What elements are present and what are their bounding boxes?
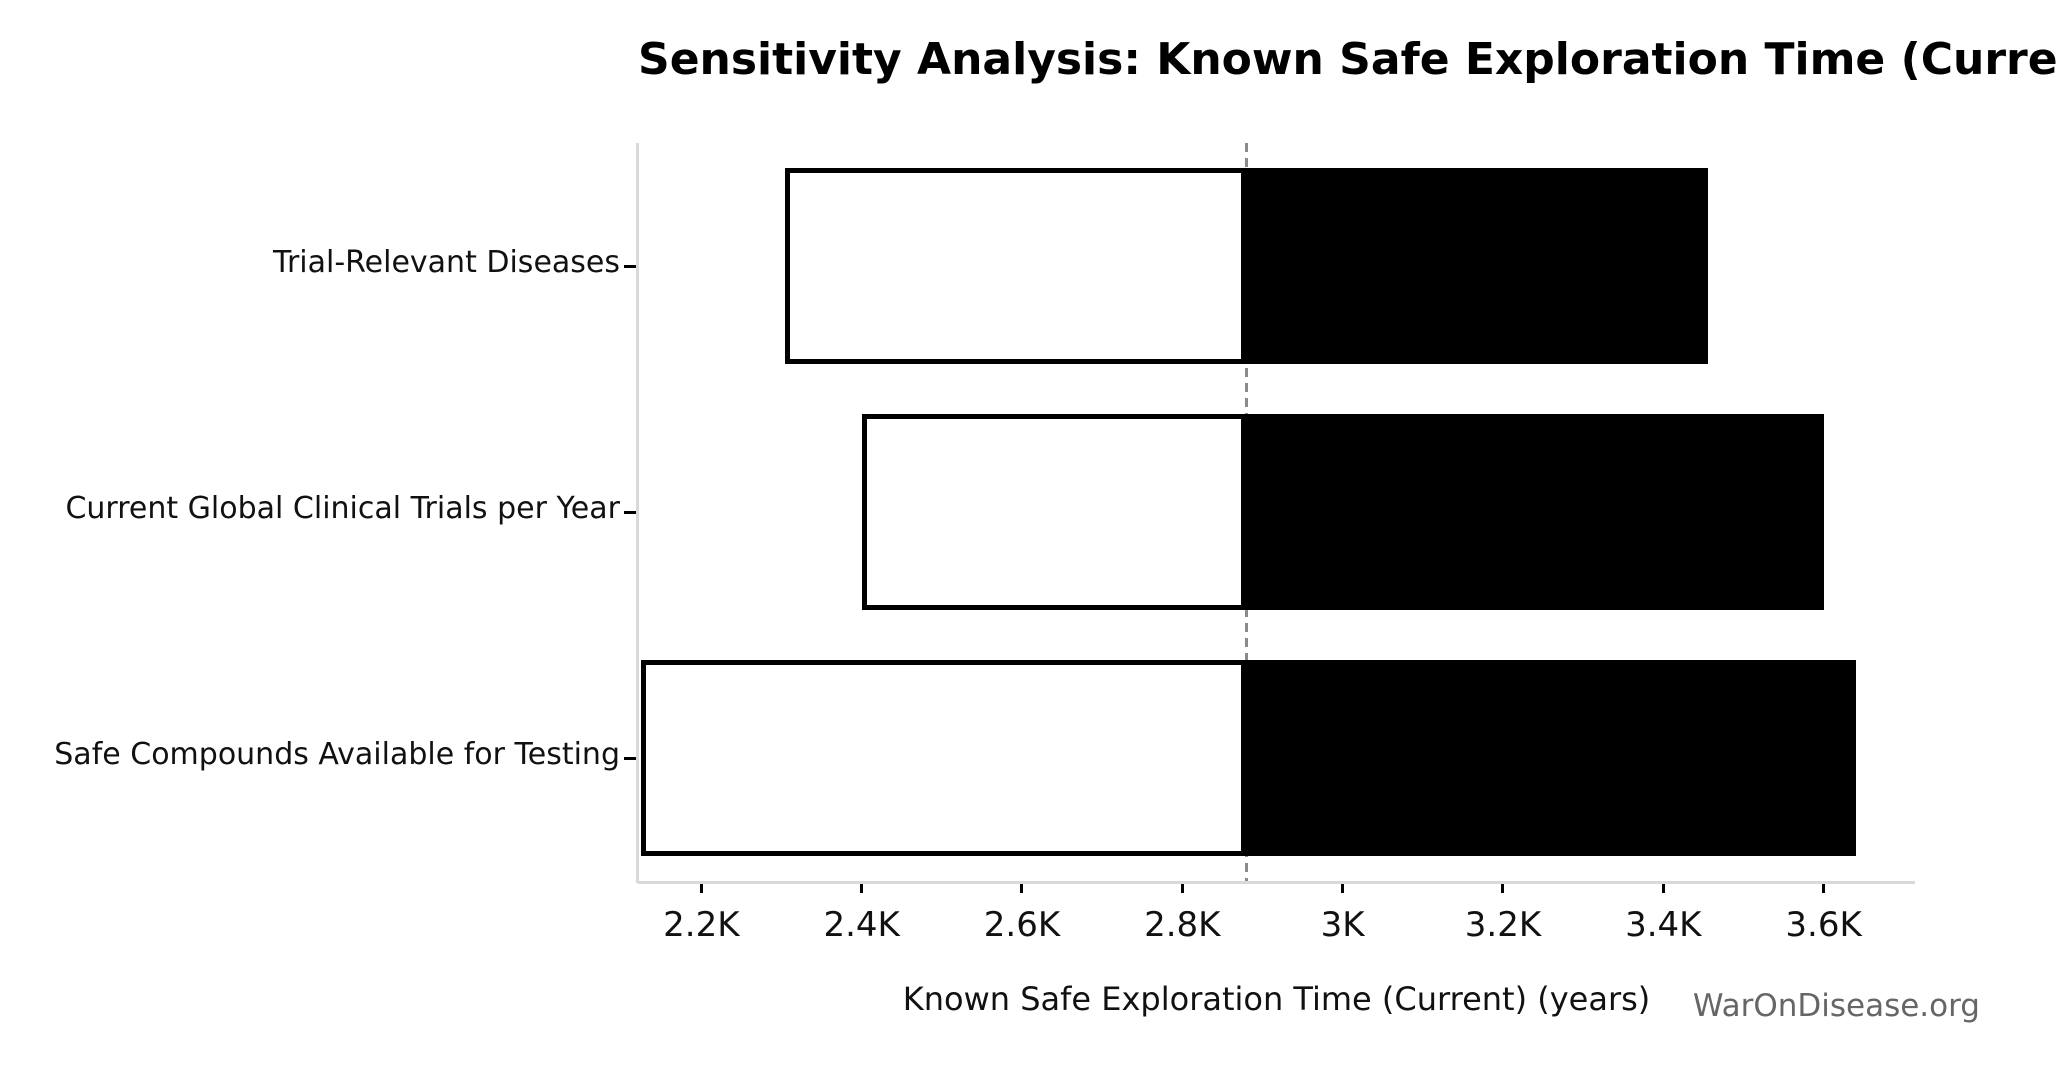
x-tick-mark [1180,884,1184,893]
x-axis-spine [638,881,1915,884]
bar-decrease-segment [784,167,1247,365]
chart-title: Sensitivity Analysis: Known Safe Explora… [638,34,2058,85]
x-tick-mark [1501,884,1505,893]
x-tick-label: 2.6K [983,905,1061,945]
x-tick-mark [1661,884,1665,893]
category-label: Safe Compounds Available for Testing [54,737,620,772]
x-tick-label: 3K [1320,905,1365,945]
y-tick-mark [624,756,636,760]
x-tick-label: 2.2K [663,905,740,945]
bar-increase-segment [1246,659,1856,857]
x-tick-label: 2.8K [1144,905,1221,945]
x-tick-mark [860,884,864,893]
x-tick-mark [1020,884,1024,893]
watermark-text: WarOnDisease.org [1692,988,1980,1024]
bar-decrease-segment [641,659,1247,857]
y-axis-spine [636,143,639,883]
category-label: Trial-Relevant Diseases [273,245,620,280]
y-tick-mark [624,264,636,268]
bar-increase-segment [1246,413,1824,611]
x-tick-mark [699,884,703,893]
y-tick-mark [624,510,636,514]
x-tick-label: 3.2K [1464,905,1542,945]
category-label: Current Global Clinical Trials per Year [65,491,620,526]
x-tick-label: 3.6K [1785,905,1862,945]
bar-increase-segment [1246,167,1709,365]
x-axis-label: Known Safe Exploration Time (Current) (y… [902,980,1651,1018]
x-tick-label: 3.4K [1625,905,1702,945]
x-tick-label: 2.4K [823,905,900,945]
x-tick-mark [1341,884,1345,893]
bar-decrease-segment [861,413,1247,611]
x-tick-mark [1822,884,1826,893]
